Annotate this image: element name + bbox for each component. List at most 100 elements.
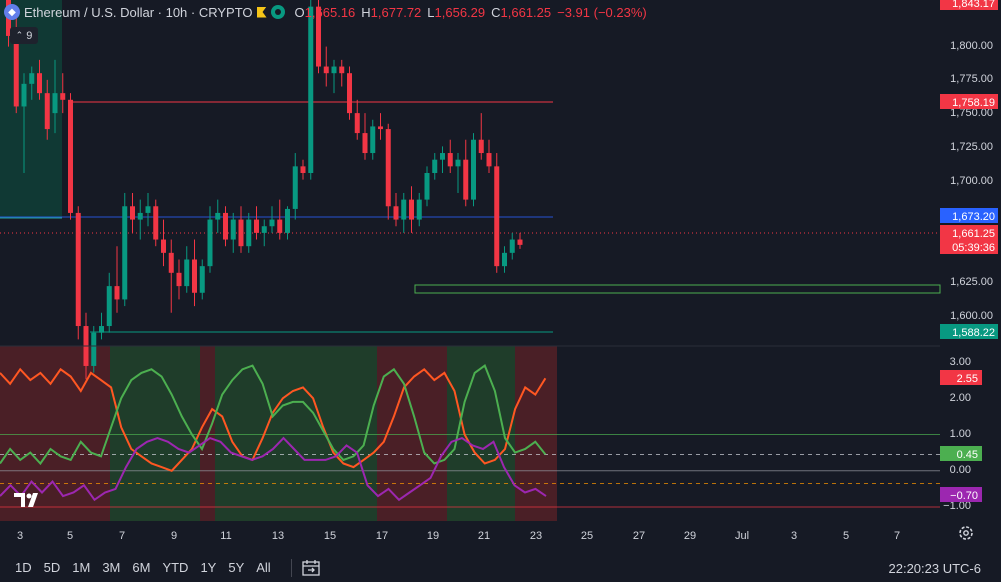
close-value: 1,661.25 bbox=[500, 4, 552, 20]
range-5y[interactable]: 5Y bbox=[228, 560, 245, 575]
candle-body bbox=[161, 239, 166, 253]
candle-body bbox=[347, 73, 352, 114]
candle-body bbox=[455, 159, 461, 167]
range-1m[interactable]: 1M bbox=[72, 560, 91, 575]
calendar-goto-icon[interactable] bbox=[302, 559, 320, 576]
candle-body bbox=[246, 219, 252, 247]
candle-body bbox=[285, 208, 290, 233]
candle-body bbox=[99, 326, 104, 333]
open-value: 1,665.16 bbox=[304, 4, 356, 20]
range-all[interactable]: All bbox=[256, 560, 271, 575]
time-tick-label: Jul bbox=[735, 530, 749, 542]
candle-body bbox=[323, 66, 329, 74]
candle-body bbox=[308, 6, 314, 174]
price-axis-badge bbox=[940, 239, 998, 254]
candle-body bbox=[370, 126, 376, 154]
time-tick-label: 7 bbox=[894, 530, 900, 542]
change-value: −3.91 (−0.23%) bbox=[557, 4, 647, 20]
candle-body bbox=[21, 83, 27, 107]
candle-body bbox=[478, 139, 484, 154]
symbol-title[interactable]: Ethereum / U.S. Dollar · 10h · CRYPTO bbox=[24, 4, 253, 20]
candle-body bbox=[199, 266, 205, 293]
price-tick-label: 1,725.00 bbox=[950, 141, 993, 153]
candle-body bbox=[331, 66, 337, 74]
candle-body bbox=[339, 66, 345, 74]
range-ytd[interactable]: YTD bbox=[162, 560, 189, 575]
range-5d[interactable]: 5D bbox=[43, 560, 61, 575]
candle-body bbox=[13, 35, 19, 107]
range-3m[interactable]: 3M bbox=[102, 560, 121, 575]
time-tick-label: 23 bbox=[530, 530, 542, 542]
candle-body bbox=[385, 129, 391, 207]
candle-body bbox=[354, 113, 360, 134]
candle-body bbox=[106, 286, 112, 327]
osc-tick-label: −1.00 bbox=[943, 500, 971, 512]
chart-header: ◆ Ethereum / U.S. Dollar · 10h · CRYPTO … bbox=[4, 2, 647, 22]
candle-body bbox=[424, 173, 430, 200]
candle-body bbox=[238, 219, 244, 247]
price-chart[interactable]: 1,800.00 1,775.00 1,750.00 1,725.00 1,700.00… bbox=[0, 0, 1001, 552]
price-tick-label: 1,625.00 bbox=[950, 276, 993, 288]
price-tick-label: 1,775.00 bbox=[950, 73, 993, 85]
range-6m[interactable]: 6M bbox=[132, 560, 151, 575]
osc-axis-badge-text: 0.45 bbox=[957, 449, 978, 461]
price-axis-badge-text: 1,843.17 bbox=[952, 0, 995, 10]
time-tick-label: 3 bbox=[17, 530, 23, 542]
price-tick-label: 1,700.00 bbox=[950, 175, 993, 187]
indicators-toggle-button[interactable]: ⌃ 9 bbox=[10, 27, 38, 44]
market-status-icon[interactable] bbox=[270, 5, 285, 19]
time-tick-label: 7 bbox=[119, 530, 125, 542]
candle-body bbox=[362, 133, 368, 154]
low-value: 1,656.29 bbox=[434, 4, 486, 20]
gear-icon[interactable] bbox=[957, 524, 975, 542]
price-axis-badge-text: 05:39:36 bbox=[952, 242, 995, 254]
candle-body bbox=[409, 199, 414, 220]
candle-body bbox=[75, 212, 81, 327]
time-tick-label: 19 bbox=[427, 530, 439, 542]
candle-body bbox=[517, 239, 523, 245]
time-tick-label: 3 bbox=[791, 530, 797, 542]
time-tick-label: 13 bbox=[272, 530, 284, 542]
bottom-toolbar: 1D 5D 1M 3M 6M YTD 1Y 5Y All bbox=[0, 553, 1001, 582]
candle-body bbox=[44, 93, 50, 130]
candle-body bbox=[176, 272, 182, 287]
flag-icon[interactable] bbox=[256, 6, 267, 18]
price-axis-badge bbox=[940, 208, 998, 223]
candle-body bbox=[486, 153, 492, 167]
time-tick-label: 29 bbox=[684, 530, 696, 542]
candle-body bbox=[292, 166, 298, 209]
candle-body bbox=[29, 73, 35, 84]
time-tick-label: 21 bbox=[478, 530, 490, 542]
candle-body bbox=[60, 93, 66, 100]
candle-body bbox=[277, 219, 283, 233]
range-1y[interactable]: 1Y bbox=[200, 560, 217, 575]
candle-body bbox=[122, 206, 128, 300]
candle-body bbox=[494, 166, 500, 267]
candle-body bbox=[261, 226, 267, 233]
candle-body bbox=[91, 332, 97, 366]
time-tick-label: 25 bbox=[581, 530, 593, 542]
price-axis-badge bbox=[940, 324, 998, 339]
clock-timezone[interactable]: 22:20:23 UTC-6 bbox=[888, 561, 982, 576]
time-tick-label: 11 bbox=[220, 530, 231, 542]
price-tick-label: 1,800.00 bbox=[950, 40, 993, 52]
price-tick-label: 1,600.00 bbox=[950, 310, 993, 322]
range-1d[interactable]: 1D bbox=[15, 560, 32, 575]
osc-axis-badge bbox=[940, 446, 982, 461]
price-axis-badge-text: 1,758.19 bbox=[952, 97, 995, 109]
tradingview-logo-icon[interactable] bbox=[14, 491, 44, 509]
toolbar-divider bbox=[290, 558, 292, 577]
time-tick-label: 9 bbox=[171, 530, 177, 542]
candle-body bbox=[471, 139, 476, 200]
candle-body bbox=[440, 153, 445, 160]
candle-body bbox=[502, 252, 507, 267]
osc-tick-label: 3.00 bbox=[950, 356, 971, 368]
candle-body bbox=[153, 206, 159, 240]
candle-body bbox=[68, 99, 73, 213]
candle-body bbox=[269, 219, 275, 227]
candle-body bbox=[52, 93, 58, 114]
candle-body bbox=[254, 219, 259, 233]
ohlc-values: O1,665.16 H1,677.72 L1,656.29 C1,661.25 … bbox=[294, 4, 647, 20]
candle-body bbox=[393, 206, 399, 220]
candle-body bbox=[192, 259, 197, 293]
